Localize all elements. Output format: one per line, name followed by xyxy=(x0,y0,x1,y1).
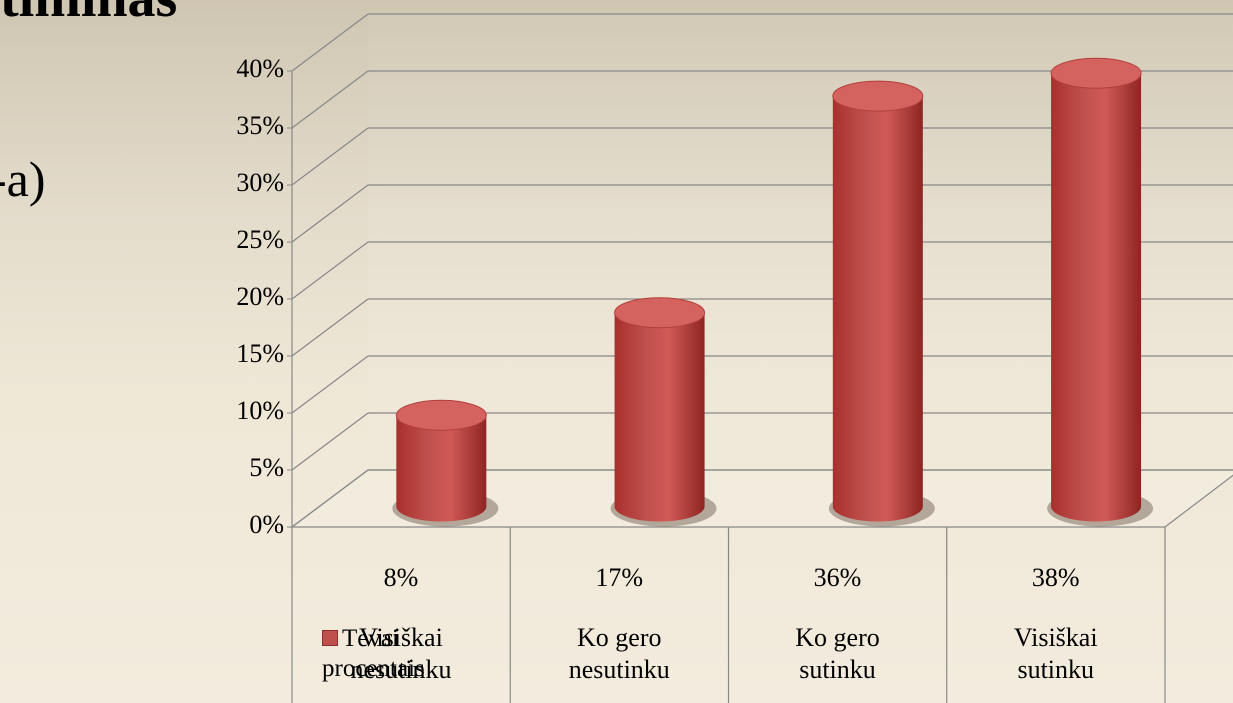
bar xyxy=(1047,58,1153,526)
y-tick-label: 35% xyxy=(236,111,284,140)
value-label: 17% xyxy=(510,562,728,594)
bar xyxy=(829,81,935,526)
y-tick-label: 40% xyxy=(236,54,284,83)
grid-line xyxy=(292,185,368,242)
plot: 0% 5% 10% 15% 20% 25% 30% 35% 40% xyxy=(0,0,1233,703)
x-tick-label: Visiškai sutinku xyxy=(947,622,1165,686)
bar-top xyxy=(833,81,923,111)
y-tick-label: 5% xyxy=(249,453,284,482)
chart: timinas -a) 0%5%10%15%20%25%30%35%40% Tė… xyxy=(0,0,1233,703)
x-tick-label: Ko gero nesutinku xyxy=(510,622,728,686)
bar-body xyxy=(1051,73,1141,521)
grid-line xyxy=(292,242,368,299)
bar-body xyxy=(615,313,705,522)
x-tick-label: Visiškai nesutinku xyxy=(292,622,510,686)
grid-line xyxy=(292,356,368,413)
y-tick-label: 0% xyxy=(249,510,284,539)
bar-top xyxy=(396,400,486,430)
grid-line xyxy=(292,71,368,128)
y-tick-label: 20% xyxy=(236,282,284,311)
bar xyxy=(392,400,498,526)
bar-body xyxy=(396,415,486,521)
y-tick-label: 15% xyxy=(236,339,284,368)
grid-line xyxy=(292,299,368,356)
grid-line xyxy=(292,128,368,185)
y-tick-label: 25% xyxy=(236,225,284,254)
grid-line xyxy=(292,413,368,470)
y-tick-label: 30% xyxy=(236,168,284,197)
y-tick-label: 10% xyxy=(236,396,284,425)
grid-line xyxy=(292,14,368,71)
value-label: 38% xyxy=(947,562,1165,594)
value-label: 8% xyxy=(292,562,510,594)
value-label: 36% xyxy=(729,562,947,594)
x-tick-label: Ko gero sutinku xyxy=(729,622,947,686)
bar-top xyxy=(1051,58,1141,88)
bar-body xyxy=(833,96,923,521)
bar xyxy=(611,298,717,527)
bar-top xyxy=(615,298,705,328)
